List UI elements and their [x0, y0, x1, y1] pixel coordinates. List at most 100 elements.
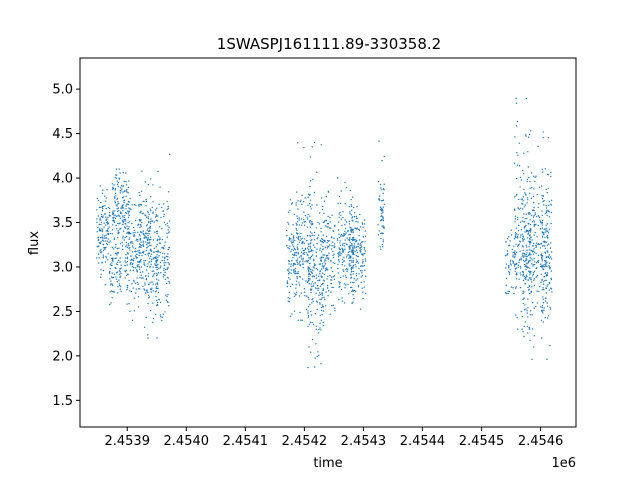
data-point	[116, 252, 119, 254]
data-point	[159, 301, 162, 304]
data-point	[535, 262, 538, 264]
data-point	[298, 284, 301, 286]
data-point	[292, 244, 294, 246]
data-point	[541, 198, 544, 200]
data-point	[544, 317, 546, 319]
data-point	[125, 227, 127, 229]
data-point	[297, 270, 299, 273]
data-point	[293, 263, 295, 266]
data-point	[107, 233, 110, 236]
data-point	[288, 260, 290, 263]
data-point	[150, 244, 152, 247]
data-point	[98, 242, 101, 244]
data-point	[520, 259, 522, 261]
data-point	[521, 271, 524, 273]
data-point	[349, 238, 351, 240]
data-point	[344, 219, 346, 221]
data-point	[156, 337, 158, 339]
data-point	[344, 227, 347, 230]
data-point	[334, 310, 336, 312]
data-point	[514, 215, 517, 217]
data-point	[163, 247, 165, 250]
data-point	[107, 222, 110, 225]
data-point	[138, 264, 140, 266]
data-point	[119, 192, 122, 194]
data-point	[314, 313, 317, 315]
data-point	[109, 268, 111, 270]
data-point	[128, 214, 130, 217]
data-point	[343, 233, 345, 235]
data-point	[309, 231, 312, 233]
data-point	[109, 263, 112, 265]
data-point	[114, 176, 116, 179]
data-point	[317, 269, 319, 271]
data-point	[133, 233, 135, 236]
data-point	[166, 268, 168, 271]
data-point	[147, 302, 149, 305]
data-point	[164, 274, 166, 276]
data-point	[348, 265, 351, 267]
data-point	[512, 260, 514, 262]
data-point	[292, 241, 294, 244]
data-point	[296, 215, 298, 217]
data-point	[156, 304, 158, 307]
data-point	[104, 247, 106, 249]
data-point	[123, 201, 125, 204]
data-point	[361, 253, 364, 256]
data-point	[293, 271, 295, 273]
data-point	[119, 268, 121, 270]
data-point	[351, 251, 354, 253]
data-point	[533, 346, 535, 348]
data-point	[547, 136, 549, 139]
data-point	[119, 217, 122, 220]
data-point	[114, 217, 117, 220]
data-point	[327, 226, 329, 228]
data-point	[308, 270, 310, 273]
data-point	[297, 263, 299, 266]
data-point	[291, 283, 294, 286]
data-point	[117, 231, 120, 233]
data-point	[522, 200, 524, 202]
data-point	[352, 196, 354, 198]
data-point	[530, 241, 532, 244]
data-point	[353, 278, 355, 280]
data-point	[379, 195, 381, 197]
data-point	[520, 310, 523, 313]
data-point	[351, 286, 353, 289]
data-point	[150, 221, 152, 223]
data-point	[529, 231, 532, 233]
data-point	[298, 262, 300, 264]
data-point	[549, 308, 552, 310]
data-point	[302, 261, 304, 263]
data-point	[298, 282, 300, 284]
data-point	[168, 263, 171, 265]
data-point	[537, 224, 539, 227]
data-point	[382, 216, 384, 218]
data-point	[320, 244, 322, 246]
data-point	[546, 191, 548, 194]
data-point	[526, 249, 528, 251]
data-point	[314, 246, 316, 248]
data-point	[540, 265, 542, 268]
data-point	[147, 272, 150, 275]
data-point	[349, 281, 352, 284]
data-point	[519, 186, 521, 188]
data-point	[544, 272, 547, 274]
data-point	[152, 275, 154, 278]
data-point	[514, 255, 516, 258]
data-point	[168, 231, 170, 233]
data-point	[322, 288, 324, 290]
data-point	[326, 226, 328, 228]
data-point	[380, 187, 382, 189]
data-point	[152, 290, 154, 292]
data-point	[156, 299, 158, 301]
data-point	[309, 274, 312, 276]
data-point	[526, 255, 528, 258]
data-point	[315, 255, 317, 257]
data-point	[155, 250, 157, 253]
data-point	[350, 204, 352, 206]
data-point	[161, 319, 163, 322]
data-point	[320, 227, 322, 230]
data-point	[293, 213, 295, 216]
data-point	[515, 273, 517, 275]
